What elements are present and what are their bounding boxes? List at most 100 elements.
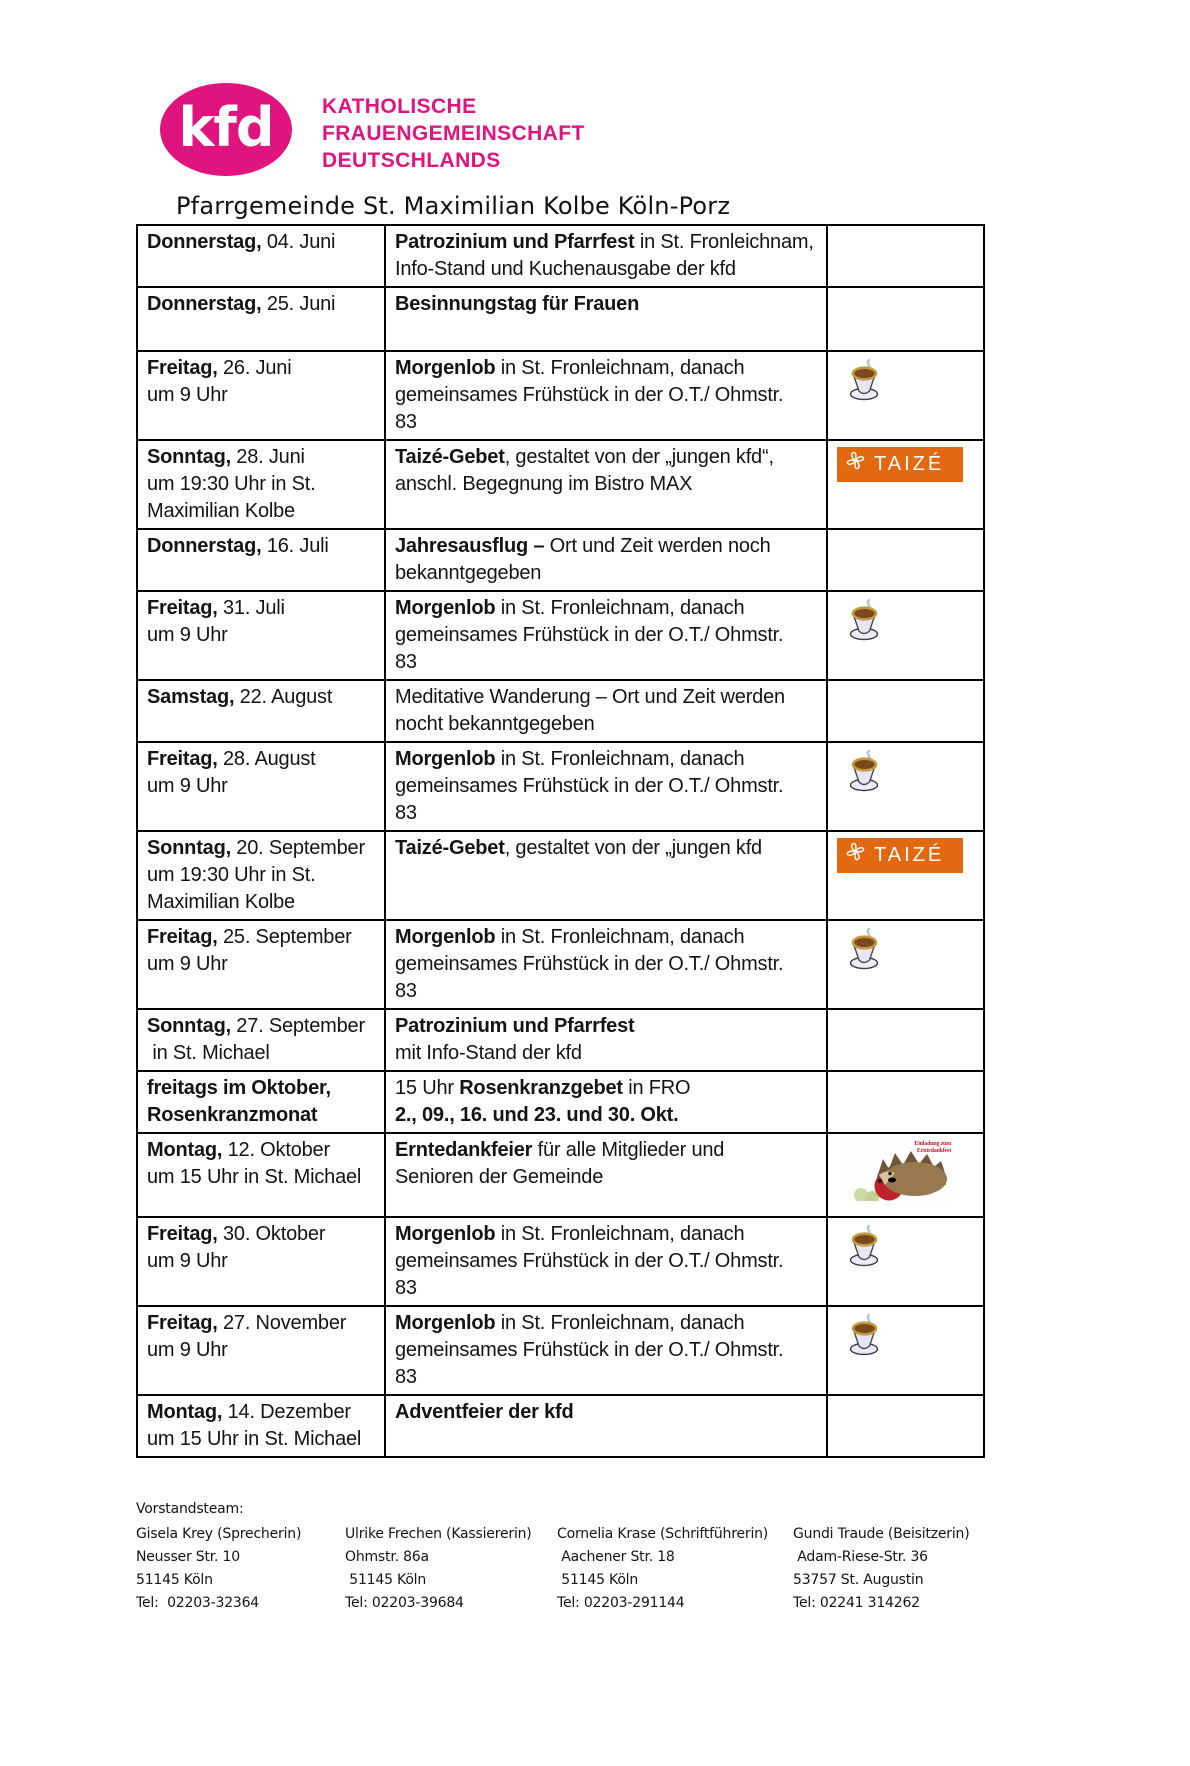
text-segment: in St. Fronleichnam, danach [495, 1223, 745, 1245]
text-line: Freitag, 28. August [147, 746, 376, 773]
text-segment: bekanntgegeben [395, 562, 542, 584]
document: { "header": { "logo_abbr": "kfd", "org_l… [0, 83, 1190, 1766]
icon-cell [826, 741, 985, 832]
text-line: um 15 Uhr in St. Michael [147, 1426, 376, 1453]
description-cell: Patrozinium und Pfarrfest mit Info-Stand … [384, 1008, 828, 1072]
text-segment: 25. September [217, 926, 352, 948]
text-line: bekanntgegeben [395, 560, 818, 587]
text-segment: Maximilian Kolbe [147, 500, 295, 522]
text-line: Sonntag, 28. Juni [147, 444, 376, 471]
text-segment: Meditative Wanderung – Ort und Zeit werd… [395, 686, 785, 708]
text-segment: Freitag, [147, 1223, 218, 1245]
icon-cell [826, 1216, 985, 1307]
text-segment: 20. September [230, 837, 365, 859]
icon-cell [826, 1008, 985, 1072]
icon-cell [826, 1394, 985, 1458]
icon-cell: TAIZÉ [826, 439, 985, 530]
text-segment: um 19:30 Uhr in St. [147, 473, 316, 495]
text-segment: um 9 Uhr [147, 1250, 228, 1272]
text-line: um 9 Uhr [147, 622, 376, 649]
contact-card: Ulrike Frechen (Kassiererin) Ohmstr. 86a … [345, 1523, 557, 1615]
text-segment: Donnerstag, [147, 293, 262, 315]
table-row: Freitag, 27. November um 9 Uhr Morgenlob i… [136, 1305, 985, 1396]
text-line: 15 Uhr Rosenkranzgebet in FRO [395, 1075, 818, 1102]
table-row: Freitag, 25. September um 9 Uhr Morgenlob … [136, 919, 985, 1010]
text-line: Freitag, 26. Juni [147, 355, 376, 382]
hedgehog-graphic [843, 1139, 953, 1201]
text-segment: nocht bekanntgegeben [395, 713, 595, 735]
text-line: 83 [395, 1275, 818, 1302]
text-line: Samstag, 22. August [147, 684, 376, 711]
date-cell: Sonntag, 27. September in St. Michael [136, 1008, 386, 1072]
text-segment: Adventfeier der kfd [395, 1401, 574, 1423]
table-row: Donnerstag, 25. Juni Besinnungstag für Fr… [136, 286, 985, 352]
contact-name: Ulrike Frechen (Kassiererin) [345, 1526, 532, 1542]
text-line: Donnerstag, 04. Juni [147, 229, 376, 256]
date-cell: Freitag, 25. September um 9 Uhr [136, 919, 386, 1010]
text-line: nocht bekanntgegeben [395, 711, 818, 738]
description-cell: Meditative Wanderung – Ort und Zeit werd… [384, 679, 828, 743]
date-cell: Samstag, 22. August [136, 679, 386, 743]
text-line: um 9 Uhr [147, 1248, 376, 1275]
text-line: Erntedankfeier für alle Mitglieder und [395, 1137, 818, 1164]
contact-name: Gundi Traude (Beisitzerin) [793, 1526, 970, 1542]
table-row: Donnerstag, 04. Juni Patrozinium und Pfar… [136, 224, 985, 288]
text-line: Freitag, 27. November [147, 1310, 376, 1337]
text-line: Patrozinium und Pfarrfest [395, 1013, 818, 1040]
text-segment: Erntedankfeier [395, 1139, 533, 1161]
event-table-body: Donnerstag, 04. Juni Patrozinium und Pfar… [136, 224, 985, 1458]
text-segment: 27. September [230, 1015, 365, 1037]
text-segment: Freitag, [147, 748, 218, 770]
coffee-cup-icon [845, 1224, 885, 1278]
text-line: gemeinsames Frühstück in der O.T./ Ohmst… [395, 622, 818, 649]
description-cell: Taizé-Gebet, gestaltet von der „jungen k… [384, 439, 828, 530]
taize-dove-icon [844, 449, 867, 480]
coffee-cup-icon [845, 1313, 885, 1367]
text-segment: für alle Mitglieder und [532, 1139, 725, 1161]
text-segment: Freitag, [147, 1312, 218, 1334]
contact-street: Ohmstr. 86a [345, 1549, 429, 1565]
text-segment: um 15 Uhr in St. Michael [147, 1428, 362, 1450]
org-name-line: KATHOLISCHE [322, 95, 477, 118]
contact-tel: Tel: 02241 314262 [793, 1595, 920, 1611]
org-name-line: DEUTSCHLANDS [322, 149, 501, 172]
taize-logo-text: TAIZÉ [874, 844, 945, 866]
icon-cell [826, 679, 985, 743]
text-segment: in St. Fronleichnam, [634, 231, 814, 253]
text-line: 83 [395, 409, 818, 436]
text-line: um 9 Uhr [147, 1337, 376, 1364]
icon-cell [826, 1305, 985, 1396]
coffee-cup-icon [845, 927, 885, 981]
date-cell: Freitag, 28. August um 9 Uhr [136, 741, 386, 832]
contact-city: 51145 Köln [345, 1572, 427, 1588]
footer: Vorstandsteam: Gisela Krey (Sprecherin) N… [136, 1498, 1190, 1615]
text-segment: um 9 Uhr [147, 624, 228, 646]
text-line: um 19:30 Uhr in St. [147, 471, 376, 498]
text-line: Taizé-Gebet, gestaltet von der „jungen k… [395, 835, 818, 862]
hedgehog-caption-line: Einladung zum [914, 1141, 951, 1147]
text-segment: 83 [395, 651, 417, 673]
table-row: Donnerstag, 16. Juli Jahresausflug – Ort … [136, 528, 985, 592]
date-cell: Montag, 14. Dezember um 15 Uhr in St. Mic… [136, 1394, 386, 1458]
description-cell: Morgenlob in St. Fronleichnam, danach gem… [384, 1216, 828, 1307]
contact-street: Neusser Str. 10 [136, 1549, 240, 1565]
text-segment: Jahresausflug – [395, 535, 545, 557]
hedgehog-image: Einladung zum Erntedankfest [843, 1139, 953, 1201]
text-line: Maximilian Kolbe [147, 889, 376, 916]
text-segment: Freitag, [147, 357, 218, 379]
text-segment: 83 [395, 1366, 417, 1388]
description-cell: Patrozinium und Pfarrfest in St. Fronlei… [384, 224, 828, 288]
text-segment: gemeinsames Frühstück in der O.T./ Ohmst… [395, 384, 784, 406]
text-segment: Morgenlob [395, 357, 496, 379]
table-row: Freitag, 26. Juni um 9 Uhr Morgenlob in St… [136, 350, 985, 441]
text-line: Montag, 12. Oktober [147, 1137, 376, 1164]
text-line: in St. Michael [147, 1040, 376, 1067]
text-line: Morgenlob in St. Fronleichnam, danach [395, 924, 818, 951]
text-segment: mit Info-Stand der kfd [395, 1042, 582, 1064]
text-segment: Rosenkranzgebet [459, 1077, 623, 1099]
contact-tel: Tel: 02203-39684 [345, 1595, 464, 1611]
page-title: Pfarrgemeinde St. Maximilian Kolbe Köln-… [176, 192, 731, 220]
text-segment: in St. Fronleichnam, danach [495, 597, 745, 619]
icon-cell [826, 528, 985, 592]
date-cell: Freitag, 27. November um 9 Uhr [136, 1305, 386, 1396]
